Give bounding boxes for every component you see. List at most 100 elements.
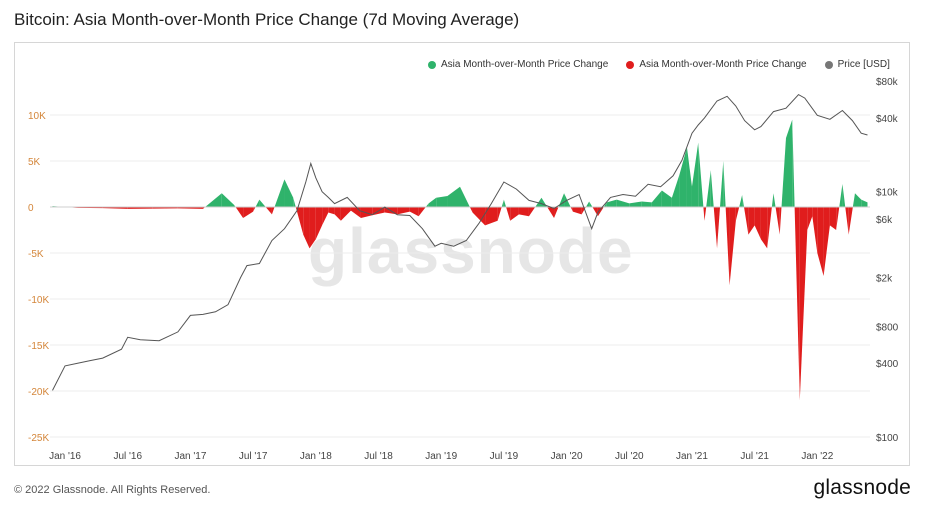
legend-dot-negative	[626, 60, 635, 69]
negative-area	[754, 207, 761, 240]
positive-area	[785, 119, 793, 207]
negative-area	[704, 207, 707, 221]
negative-area	[735, 207, 740, 221]
positive-area	[861, 199, 868, 207]
negative-area	[340, 207, 351, 221]
negative-area	[845, 207, 849, 235]
y-left-tick-label: 5K	[28, 157, 41, 168]
negative-area	[315, 207, 323, 240]
positive-area	[501, 199, 504, 207]
copyright-text: © 2022 Glassnode. All Rights Reserved.	[14, 484, 211, 496]
x-tick-label: Jan '16	[49, 451, 81, 462]
negative-area	[303, 207, 310, 249]
negative-area	[729, 207, 736, 286]
y-right-tick-label: $100	[876, 433, 899, 444]
chart-title: Bitcoin: Asia Month-over-Month Price Cha…	[14, 10, 520, 29]
x-tick-label: Jul '19	[490, 451, 519, 462]
y-left-tick-label: -10K	[28, 295, 49, 306]
positive-area	[671, 174, 680, 207]
legend-item-positive[interactable]: Asia Month-over-Month Price Change	[428, 59, 608, 70]
negative-area	[570, 207, 573, 212]
negative-area	[271, 207, 275, 215]
positive-area	[606, 199, 617, 207]
x-tick-label: Jan '18	[300, 451, 332, 462]
y-left-tick-label: -20K	[28, 387, 49, 398]
positive-area	[698, 142, 704, 207]
negative-area	[760, 207, 768, 249]
y-left-tick-label: -25K	[28, 433, 49, 444]
positive-area	[616, 199, 630, 207]
negative-area	[506, 207, 511, 221]
legend-item-price[interactable]: Price [USD]	[824, 59, 890, 70]
y-right-tick-label: $40k	[876, 114, 899, 125]
positive-area	[541, 197, 548, 207]
positive-area	[603, 202, 607, 207]
y-right-tick-label: $10k	[876, 188, 899, 199]
brand-logo: glassnode	[813, 476, 911, 499]
y-left-tick-label: -15K	[28, 341, 49, 352]
negative-area	[812, 207, 818, 253]
legend-item-negative[interactable]: Asia Month-over-Month Price Change	[626, 59, 807, 70]
y-right-tick-label: $80k	[876, 77, 899, 88]
price-line	[52, 93, 868, 391]
negative-area	[253, 207, 256, 212]
legend-dot-positive	[428, 60, 436, 69]
x-tick-label: Jul '16	[113, 451, 142, 462]
negative-area	[848, 207, 853, 235]
y-left-tick-label: 10K	[28, 111, 46, 122]
positive-area	[428, 197, 437, 207]
positive-area	[710, 170, 714, 207]
negative-area	[328, 207, 335, 215]
negative-area	[597, 207, 604, 217]
negative-area	[713, 207, 718, 249]
positive-area	[686, 147, 692, 207]
negative-area	[295, 207, 304, 235]
x-tick-label: Jan '19	[425, 451, 457, 462]
positive-area	[839, 184, 843, 207]
negative-area	[528, 207, 536, 217]
x-axis: Jan '16 Jul '16 Jan '17 Jul '17 Jan '18 Jul '…	[49, 451, 834, 462]
negative-area	[744, 207, 749, 235]
negative-area	[309, 207, 316, 249]
positive-area	[771, 193, 774, 207]
positive-area	[284, 179, 294, 207]
positive-area	[792, 119, 795, 207]
negative-area	[775, 207, 780, 235]
negative-area	[767, 207, 772, 249]
positive-area	[274, 179, 285, 207]
positive-area	[781, 138, 786, 207]
watermark: glassnode	[308, 215, 634, 287]
legend: Asia Month-over-Month Price Change Asia …	[428, 59, 890, 70]
chart-panel	[14, 42, 910, 466]
legend-label: Asia Month-over-Month Price Change	[441, 59, 609, 70]
negative-area	[817, 207, 824, 276]
positive-area	[535, 197, 542, 207]
grid-lines	[50, 114, 870, 438]
positive-area	[255, 199, 260, 207]
x-tick-label: Jul '18	[364, 451, 393, 462]
negative-area	[472, 207, 486, 226]
positive-area	[221, 193, 235, 207]
x-tick-label: Jul '17	[239, 451, 268, 462]
positive-area	[460, 186, 470, 207]
negative-area	[469, 207, 473, 213]
negative-area	[265, 207, 272, 215]
positive-area	[558, 193, 565, 207]
y-left-tick-label: 0	[28, 203, 34, 214]
negative-area	[322, 207, 329, 226]
negative-area	[748, 207, 755, 235]
negative-area	[350, 207, 361, 219]
positive-area	[425, 203, 429, 207]
positive-area	[447, 186, 460, 207]
negative-area	[418, 207, 426, 217]
positive-area	[205, 193, 222, 207]
negative-area	[518, 207, 529, 217]
y-axis-right: $80k $40k $10k $6k $2k $800 $400 $100	[876, 77, 899, 444]
positive-area	[706, 170, 711, 207]
negative-area	[485, 207, 498, 226]
negative-area	[829, 207, 837, 230]
negative-area	[572, 207, 582, 215]
positive-area	[742, 195, 745, 207]
x-tick-label: Jan '20	[551, 451, 583, 462]
